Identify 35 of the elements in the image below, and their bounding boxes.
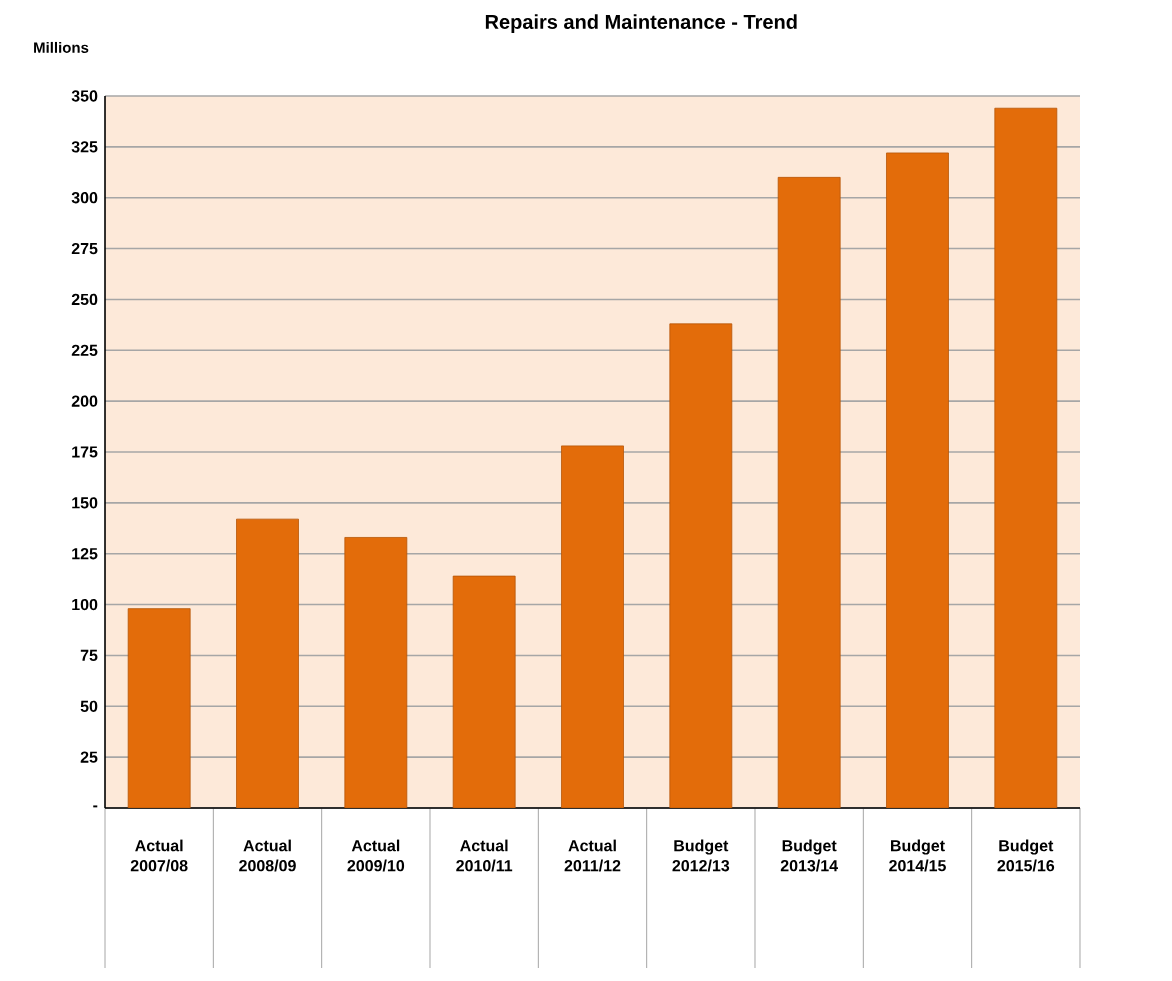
y-tick-label: 200 xyxy=(71,395,98,407)
y-tick-label: - xyxy=(93,805,98,808)
y-tick-label: 275 xyxy=(71,242,98,255)
x-tick-label: Actual 2008/09 xyxy=(239,839,296,872)
x-tick-label: Budget 2013/14 xyxy=(780,839,838,872)
x-tick-label: Actual 2011/12 xyxy=(564,839,621,872)
y-tick-label: 350 xyxy=(71,90,98,102)
y-tick-label: 75 xyxy=(80,649,98,662)
bar xyxy=(561,445,624,808)
bar xyxy=(236,518,299,808)
x-tick-label: Actual 2007/08 xyxy=(130,839,188,872)
y-tick-label: 100 xyxy=(72,598,98,611)
bar xyxy=(994,107,1058,808)
y-tick-label: 150 xyxy=(72,497,98,509)
y-tick-label: 325 xyxy=(71,141,98,153)
bar xyxy=(669,323,733,808)
y-tick-label: 250 xyxy=(71,293,98,306)
y-tick-label: 25 xyxy=(80,751,98,763)
y-tick-label: 175 xyxy=(72,446,98,458)
bar xyxy=(344,537,408,808)
y-tick-label: 125 xyxy=(72,548,98,560)
x-tick-label: Actual 2009/10 xyxy=(347,839,405,872)
y-tick-label: 225 xyxy=(71,344,98,356)
x-tick-label: Budget 2015/16 xyxy=(997,839,1055,872)
bar xyxy=(452,575,516,808)
x-tick-label: Budget 2014/15 xyxy=(889,839,946,872)
chart-title: Repairs and Maintenance - Trend xyxy=(485,14,797,33)
y-tick-label: 300 xyxy=(71,192,98,204)
x-tick-label: Budget 2012/13 xyxy=(672,839,730,872)
y-tick-label: 50 xyxy=(80,700,98,712)
y-axis-title: Millions xyxy=(34,41,89,53)
bar xyxy=(127,608,191,808)
bar xyxy=(886,152,949,808)
x-tick-label: Actual 2010/11 xyxy=(456,839,513,872)
bar xyxy=(777,176,841,808)
